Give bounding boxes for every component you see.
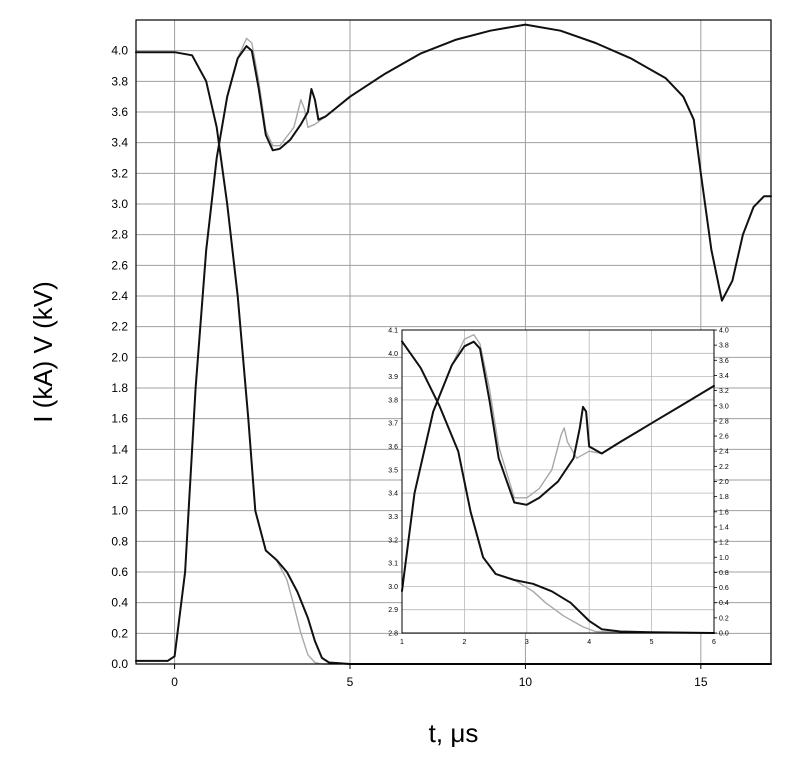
inset-y-tick-label: 3.1 <box>388 561 398 568</box>
inset-y2-tick-label: 3.2 <box>719 388 729 395</box>
inset-y2-tick-label: 0.8 <box>719 570 729 577</box>
main-y-tick-label: 1.6 <box>111 412 128 426</box>
inset-y2-tick-label: 1.6 <box>719 509 729 516</box>
main-y-tick-label: 3.0 <box>111 197 128 211</box>
main-y-tick-label: 2.0 <box>111 350 128 364</box>
y-axis-label: I (kA) V (kV) <box>28 281 58 423</box>
inset-tick-labels: 2.8 2.9 3.0 3.1 3.2 3.3 3.4 3.5 3.6 3.7 3.8 3.9 4.0 4… <box>388 328 729 647</box>
main-plot-frame <box>135 19 772 665</box>
inset-y2-tick-label: 2.4 <box>719 449 729 456</box>
inset-y2-tick-label: 1.0 <box>719 555 729 562</box>
main-x-tick-label: 0 <box>171 675 178 689</box>
inset-series-line-1 <box>401 340 715 634</box>
inset-x-tick-label: 6 <box>712 639 716 646</box>
inset-y-tick-label: 3.5 <box>388 467 398 474</box>
main-series-line-2 <box>135 23 772 662</box>
inset-y2-tick-label: 0.4 <box>719 600 729 607</box>
inset-y-tick-label: 3.0 <box>388 584 398 591</box>
inset-y-tick-label: 3.8 <box>388 397 398 404</box>
inset-y2-tick-label: 3.6 <box>719 358 729 365</box>
inset-y2-tick-label: 0.2 <box>719 615 729 622</box>
inset-chart: 2.8 2.9 3.0 3.1 3.2 3.3 3.4 3.5 3.6 3.7 3.8 3.9 4.0 4… <box>388 328 729 647</box>
inset-y2-tick-label: 3.8 <box>719 343 729 350</box>
inset-y2-tick-label: 3.4 <box>719 373 729 380</box>
main-y-tick-label: 0.0 <box>111 657 128 671</box>
main-y-tick-label: 2.8 <box>111 228 128 242</box>
main-y-tick-label: 1.4 <box>111 442 128 456</box>
main-y-tick-label: 0.8 <box>111 534 128 548</box>
inset-y2-tick-label: 2.0 <box>719 479 729 486</box>
inset-y-tick-label: 2.9 <box>388 607 398 614</box>
inset-y-tick-label: 3.7 <box>388 421 398 428</box>
inset-x-tick-label: 1 <box>400 639 404 646</box>
main-y-tick-label: 3.6 <box>111 105 128 119</box>
inset-y2-tick-label: 2.2 <box>719 464 729 471</box>
inset-y-tick-label: 4.1 <box>388 328 398 335</box>
main-y-tick-label: 1.0 <box>111 504 128 518</box>
inset-series <box>401 334 715 634</box>
inset-y-tick-label: 2.8 <box>388 631 398 638</box>
inset-x-tick-label: 2 <box>462 639 466 646</box>
main-y-tick-label: 1.8 <box>111 381 128 395</box>
inset-y-tick-label: 3.3 <box>388 514 398 521</box>
main-y-tick-label: 0.2 <box>111 626 128 640</box>
main-y-tick-label: 2.2 <box>111 320 128 334</box>
main-y-tick-label: 3.4 <box>111 136 128 150</box>
inset-y2-tick-label: 1.8 <box>719 494 729 501</box>
inset-y2-tick-label: 0.6 <box>719 585 729 592</box>
main-x-tick-label: 5 <box>347 675 354 689</box>
main-y-tick-label: 3.2 <box>111 166 128 180</box>
inset-series-line-2 <box>401 340 715 592</box>
inset-series-line-4 <box>401 334 715 592</box>
main-y-tick-label: 4.0 <box>111 44 128 58</box>
inset-y-tick-label: 3.6 <box>388 444 398 451</box>
inset-y2-tick-label: 1.4 <box>719 524 729 531</box>
main-y-tick-label: 0.6 <box>111 565 128 579</box>
inset-x-tick-label: 4 <box>587 639 591 646</box>
main-y-tick-label: 3.8 <box>111 74 128 88</box>
main-tick-labels: 0.0 0.2 0.4 0.6 0.8 1.0 1.2 1.4 1.6 1.8 2.0 2.2 2.4 2… <box>111 44 708 689</box>
main-y-tick-label: 2.4 <box>111 289 128 303</box>
inset-grid <box>401 329 715 634</box>
main-x-tick-label: 10 <box>519 675 533 689</box>
inset-y-tick-label: 3.2 <box>388 537 398 544</box>
main-y-tick-label: 0.4 <box>111 596 128 610</box>
main-y-tick-label: 1.2 <box>111 473 128 487</box>
inset-y-tick-label: 3.9 <box>388 374 398 381</box>
inset-y-tick-label: 3.4 <box>388 491 398 498</box>
inset-x-tick-label: 3 <box>525 639 529 646</box>
inset-y2-tick-label: 2.8 <box>719 418 729 425</box>
main-y-tick-label: 2.6 <box>111 258 128 272</box>
inset-y2-tick-label: 0.0 <box>719 631 729 638</box>
inset-y2-tick-label: 4.0 <box>719 328 729 335</box>
main-x-tick-label: 15 <box>694 675 708 689</box>
x-axis-label: t, μs <box>429 718 479 748</box>
inset-y2-tick-label: 1.2 <box>719 540 729 547</box>
inset-y2-tick-label: 3.0 <box>719 403 729 410</box>
inset-y2-tick-label: 2.6 <box>719 434 729 441</box>
inset-y-tick-label: 4.0 <box>388 351 398 358</box>
inset-x-tick-label: 5 <box>650 639 654 646</box>
